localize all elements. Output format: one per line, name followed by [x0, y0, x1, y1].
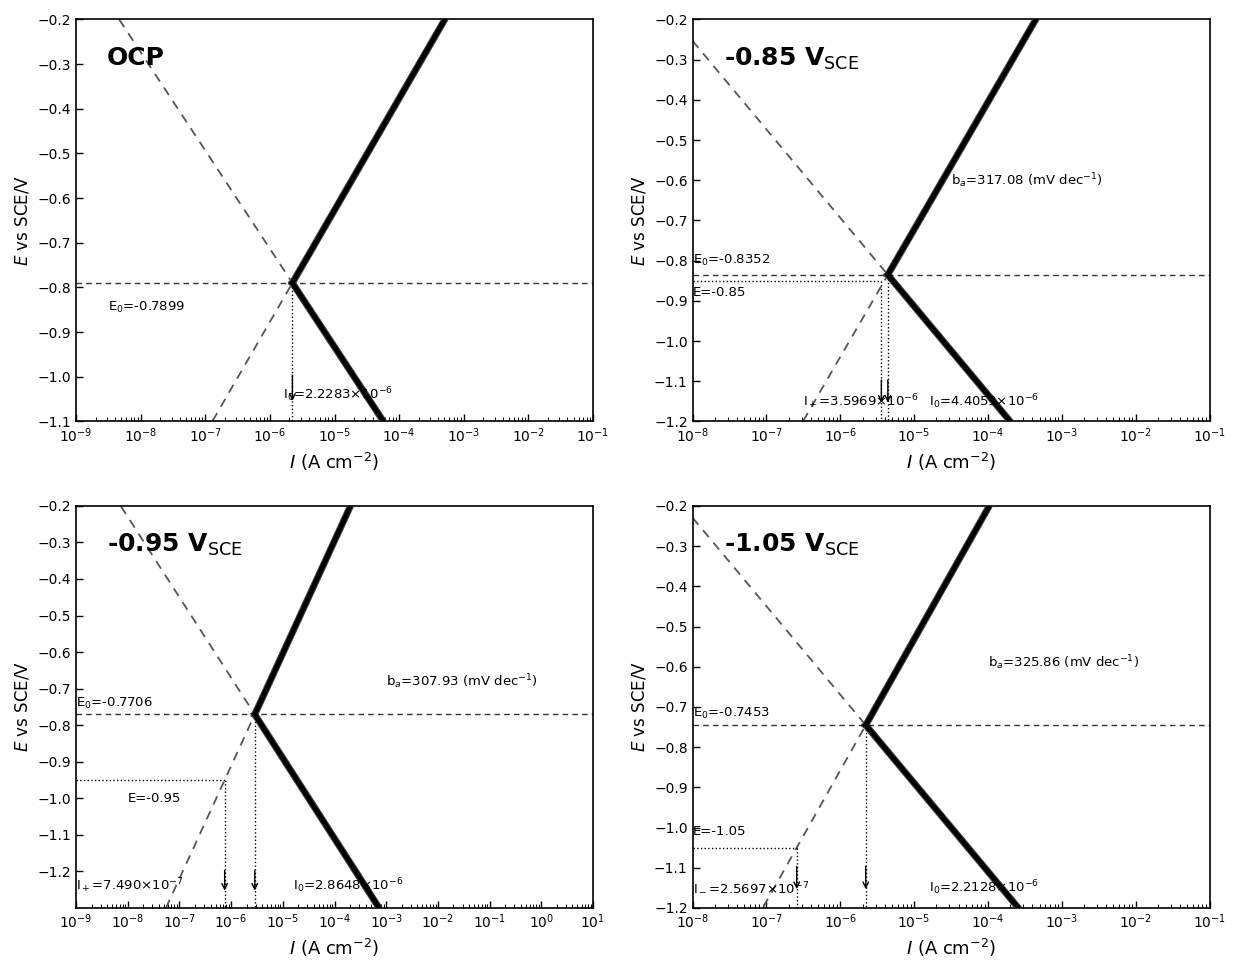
Text: E$_0$=-0.7706: E$_0$=-0.7706: [76, 696, 153, 711]
X-axis label: $I$ (A cm$^{-2}$): $I$ (A cm$^{-2}$): [906, 937, 996, 959]
X-axis label: $I$ (A cm$^{-2}$): $I$ (A cm$^{-2}$): [289, 450, 379, 473]
Text: E=-0.95: E=-0.95: [128, 792, 181, 805]
X-axis label: $I$ (A cm$^{-2}$): $I$ (A cm$^{-2}$): [906, 450, 996, 473]
X-axis label: $I$ (A cm$^{-2}$): $I$ (A cm$^{-2}$): [289, 937, 379, 959]
Text: I$_+$=7.490×10$^{-7}$: I$_+$=7.490×10$^{-7}$: [76, 877, 184, 895]
Text: I$_+$=3.5969×10$^{-6}$: I$_+$=3.5969×10$^{-6}$: [804, 392, 919, 411]
Text: b$_a$=307.93 (mV dec$^{-1}$): b$_a$=307.93 (mV dec$^{-1}$): [386, 672, 538, 691]
Y-axis label: $E$ vs SCE/V: $E$ vs SCE/V: [14, 175, 32, 266]
Y-axis label: $E$ vs SCE/V: $E$ vs SCE/V: [630, 175, 649, 266]
Text: I$_0$=4.4059×10$^{-6}$: I$_0$=4.4059×10$^{-6}$: [929, 392, 1039, 411]
Text: OCP: OCP: [107, 46, 165, 69]
Text: I$_-$=2.5697×10$^{-7}$: I$_-$=2.5697×10$^{-7}$: [693, 881, 808, 895]
Text: E$_0$=-0.7899: E$_0$=-0.7899: [108, 300, 186, 315]
Text: -1.05 V$_{\mathrm{SCE}}$: -1.05 V$_{\mathrm{SCE}}$: [724, 532, 859, 559]
Y-axis label: $E$ vs SCE/V: $E$ vs SCE/V: [630, 662, 649, 752]
Text: I$_0$=2.8648×10$^{-6}$: I$_0$=2.8648×10$^{-6}$: [293, 877, 404, 895]
Text: E$_0$=-0.8352: E$_0$=-0.8352: [693, 253, 770, 269]
Text: E=-1.05: E=-1.05: [693, 825, 746, 838]
Y-axis label: $E$ vs SCE/V: $E$ vs SCE/V: [14, 662, 32, 752]
Text: I$_0$=2.2283×10$^{-6}$: I$_0$=2.2283×10$^{-6}$: [283, 385, 393, 404]
Text: -0.85 V$_{\mathrm{SCE}}$: -0.85 V$_{\mathrm{SCE}}$: [724, 46, 858, 72]
Text: -0.95 V$_{\mathrm{SCE}}$: -0.95 V$_{\mathrm{SCE}}$: [107, 532, 243, 559]
Text: E$_0$=-0.7453: E$_0$=-0.7453: [693, 705, 770, 721]
Text: b$_a$=317.08 (mV dec$^{-1}$): b$_a$=317.08 (mV dec$^{-1}$): [951, 171, 1102, 190]
Text: E=-0.85: E=-0.85: [693, 286, 746, 300]
Text: I$_0$=2.2128×10$^{-6}$: I$_0$=2.2128×10$^{-6}$: [929, 879, 1039, 897]
Text: b$_a$=325.86 (mV dec$^{-1}$): b$_a$=325.86 (mV dec$^{-1}$): [988, 653, 1140, 672]
